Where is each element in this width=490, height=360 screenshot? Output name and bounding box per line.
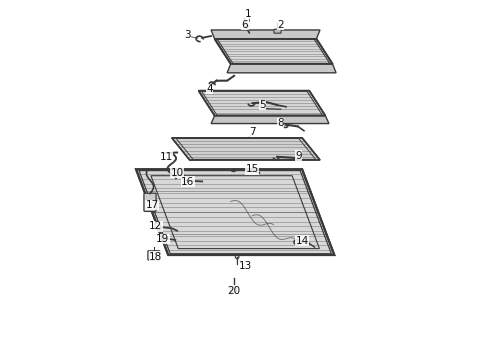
Text: 18: 18 — [149, 252, 162, 262]
Text: 9: 9 — [295, 151, 302, 161]
FancyBboxPatch shape — [274, 29, 281, 33]
Polygon shape — [211, 116, 329, 123]
FancyBboxPatch shape — [148, 251, 160, 260]
Circle shape — [154, 223, 161, 230]
Text: 1: 1 — [245, 9, 252, 19]
Text: 11: 11 — [160, 152, 173, 162]
Text: 20: 20 — [228, 286, 241, 296]
Text: 4: 4 — [206, 84, 213, 94]
Text: 19: 19 — [156, 234, 170, 244]
Text: 5: 5 — [260, 100, 266, 110]
Polygon shape — [172, 138, 320, 160]
Polygon shape — [198, 91, 325, 116]
Text: 3: 3 — [185, 30, 191, 40]
Circle shape — [177, 168, 183, 175]
Text: 16: 16 — [181, 177, 195, 187]
Text: 10: 10 — [171, 168, 184, 178]
Polygon shape — [136, 169, 334, 255]
FancyBboxPatch shape — [231, 287, 237, 292]
Text: 6: 6 — [242, 19, 248, 30]
Text: 15: 15 — [245, 164, 259, 174]
Text: 14: 14 — [295, 236, 309, 246]
Text: 12: 12 — [149, 221, 162, 231]
Text: 7: 7 — [249, 127, 255, 137]
Polygon shape — [211, 30, 320, 39]
Text: 2: 2 — [277, 19, 284, 30]
Polygon shape — [227, 64, 336, 73]
Text: 8: 8 — [277, 118, 284, 128]
Text: 17: 17 — [146, 200, 159, 210]
Polygon shape — [215, 39, 333, 64]
FancyBboxPatch shape — [144, 193, 156, 211]
Text: 13: 13 — [238, 261, 252, 271]
